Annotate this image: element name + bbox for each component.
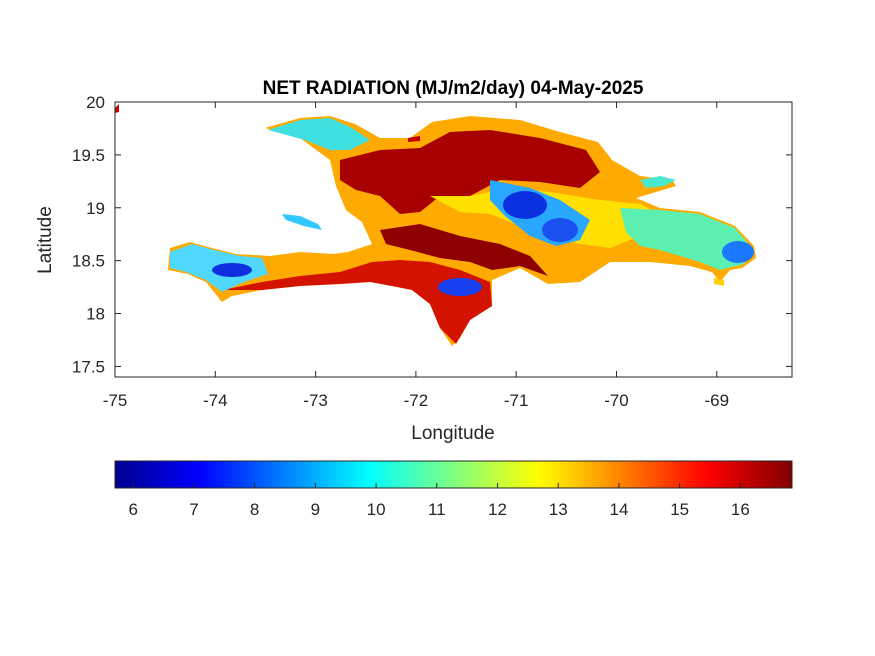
peninsula-samana — [640, 176, 676, 188]
colorbar-tick-label: 12 — [488, 500, 507, 519]
landmass-hispaniola-west — [168, 116, 756, 346]
y-axis-ticks: 20 19.5 19 18.5 18 17.5 — [72, 93, 792, 376]
region-central-lowest — [503, 191, 547, 219]
x-axis-ticks: -75 -74 -73 -72 -71 -70 -69 — [103, 102, 729, 410]
plot-axes-box — [114, 101, 793, 378]
region-central-high — [340, 130, 600, 214]
land-speck-corner — [115, 104, 119, 113]
colorbar-tick-label: 6 — [128, 500, 137, 519]
x-axis-label: Longitude — [411, 423, 494, 444]
colorbar-tick-label: 7 — [189, 500, 198, 519]
island-east-small — [714, 278, 724, 286]
region-central-west — [380, 224, 548, 276]
colorbar-tick-label: 8 — [250, 500, 259, 519]
x-tick-label: -70 — [604, 391, 629, 410]
region-south-coast — [222, 260, 492, 344]
y-tick-label: 17.5 — [72, 357, 105, 376]
y-tick-label: 18 — [86, 305, 105, 324]
colorbar-ticks: 6 7 8 9 10 11 12 13 14 15 16 — [128, 483, 750, 519]
colorbar-tick-label: 15 — [670, 500, 689, 519]
island-tortuga — [408, 136, 420, 142]
region-east-low — [542, 218, 578, 242]
colorbar-tick-label: 9 — [311, 500, 320, 519]
region-east-cool — [620, 208, 752, 270]
colorbar-tick-label: 10 — [367, 500, 386, 519]
map-area — [115, 104, 756, 346]
y-tick-label: 18.5 — [72, 252, 105, 271]
region-northwest-cool — [268, 118, 370, 150]
y-tick-label: 19.5 — [72, 146, 105, 165]
y-tick-label: 19 — [86, 199, 105, 218]
colorbar — [114, 460, 793, 489]
colorbar-tick-label: 11 — [428, 500, 446, 519]
colorbar-tick-label: 13 — [549, 500, 568, 519]
island-gonave — [282, 214, 322, 230]
x-tick-label: -75 — [103, 391, 128, 410]
region-south-peninsula-low — [212, 263, 252, 277]
region-far-east-low — [722, 241, 754, 263]
x-tick-label: -74 — [203, 391, 228, 410]
x-tick-label: -73 — [303, 391, 328, 410]
y-tick-label: 20 — [86, 93, 105, 112]
colorbar-tick-label: 16 — [731, 500, 750, 519]
chart-title: NET RADIATION (MJ/m2/day) 04-May-2025 — [263, 78, 644, 99]
region-south-coast-low — [438, 278, 482, 296]
colorbar-tick-label: 14 — [609, 500, 628, 519]
y-axis-label: Latitude — [35, 206, 56, 274]
x-tick-label: -69 — [704, 391, 729, 410]
x-tick-label: -72 — [404, 391, 429, 410]
x-tick-label: -71 — [504, 391, 529, 410]
